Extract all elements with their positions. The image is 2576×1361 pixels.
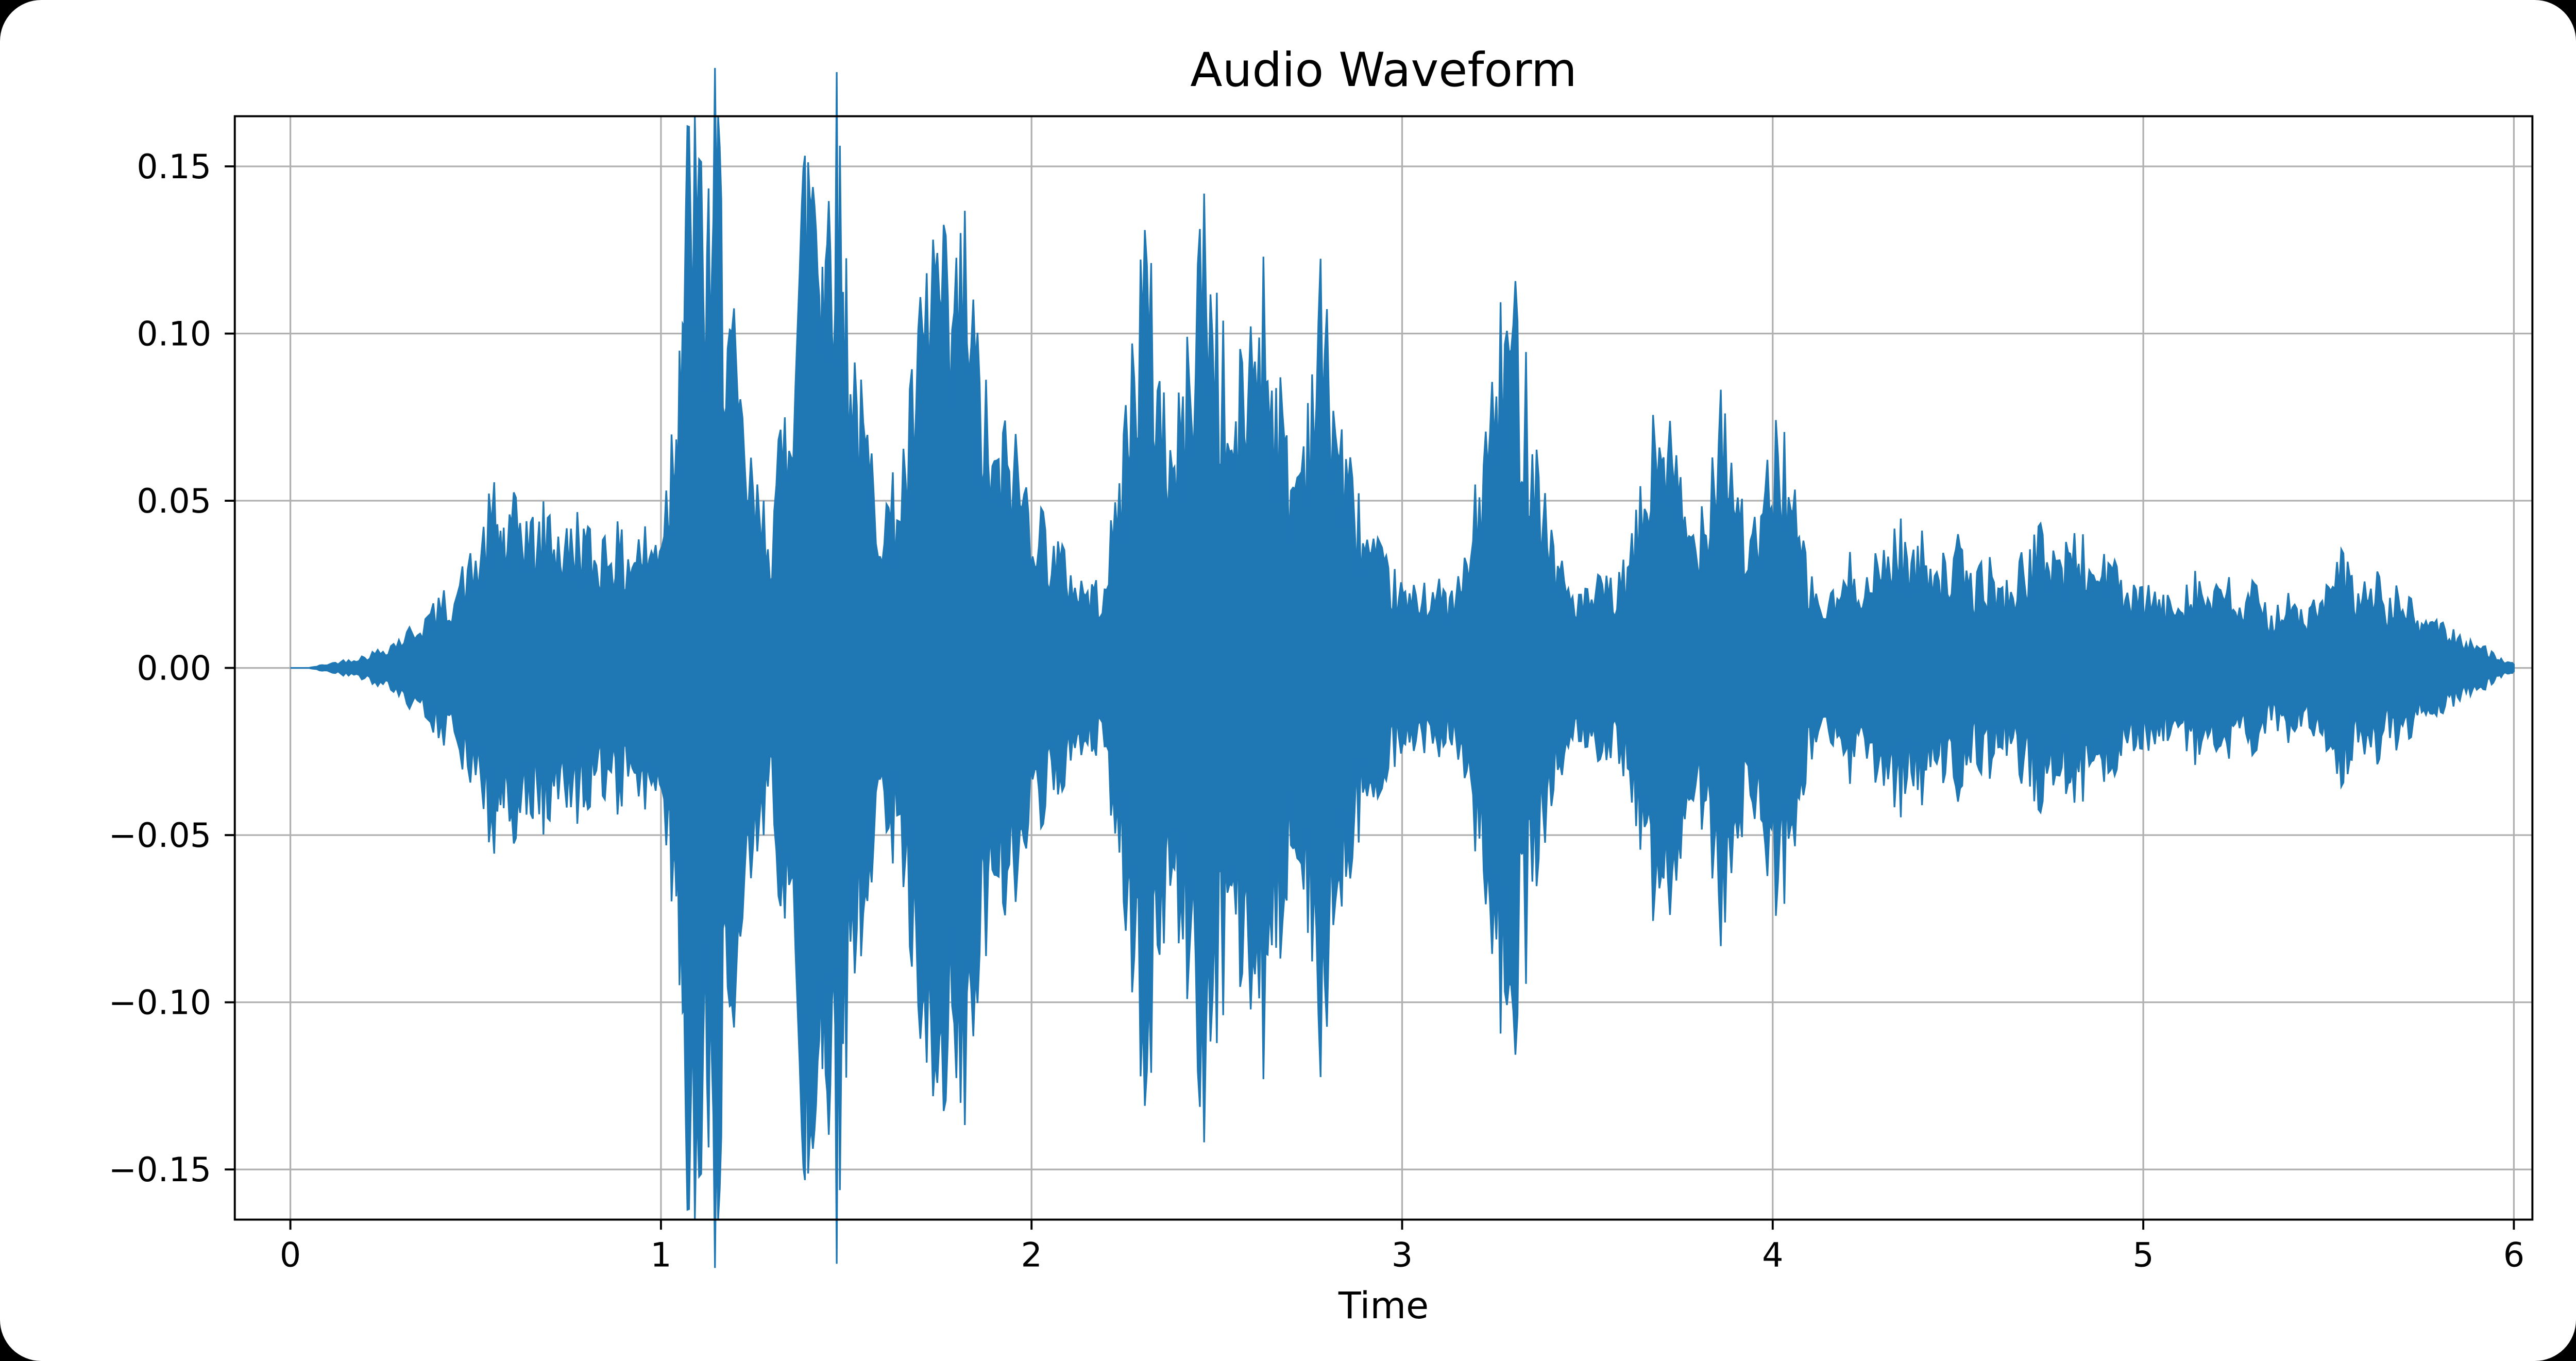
y-tick-label: 0.10 <box>137 315 211 353</box>
waveform-plot: 0 1 2 3 4 5 6 −0.15 −0.10 −0.05 0.00 0.05 0.10 0.15 Au… <box>0 0 2576 1361</box>
x-tick-label: 2 <box>1021 1236 1042 1275</box>
y-tick-label: 0.15 <box>137 148 211 186</box>
x-axis-label: Time <box>1338 1284 1429 1327</box>
chart-title: Audio Waveform <box>1190 43 1577 97</box>
y-tick-label: −0.10 <box>109 983 211 1022</box>
y-tick-label: 0.00 <box>137 649 211 688</box>
x-tick-label: 0 <box>280 1236 301 1275</box>
x-tick-label: 4 <box>1762 1236 1783 1275</box>
x-ticks: 0 1 2 3 4 5 6 <box>280 1220 2524 1275</box>
y-ticks: −0.15 −0.10 −0.05 0.00 0.05 0.10 0.15 <box>109 148 235 1189</box>
x-tick-label: 5 <box>2132 1236 2154 1275</box>
y-tick-label: 0.05 <box>137 482 211 521</box>
y-tick-label: −0.05 <box>109 816 211 855</box>
x-tick-label: 1 <box>650 1236 671 1275</box>
y-tick-label: −0.15 <box>109 1151 211 1189</box>
x-tick-label: 6 <box>2503 1236 2524 1275</box>
x-tick-label: 3 <box>1392 1236 1413 1275</box>
figure-stage: 0 1 2 3 4 5 6 −0.15 −0.10 −0.05 0.00 0.05 0.10 0.15 Au… <box>0 0 2576 1361</box>
